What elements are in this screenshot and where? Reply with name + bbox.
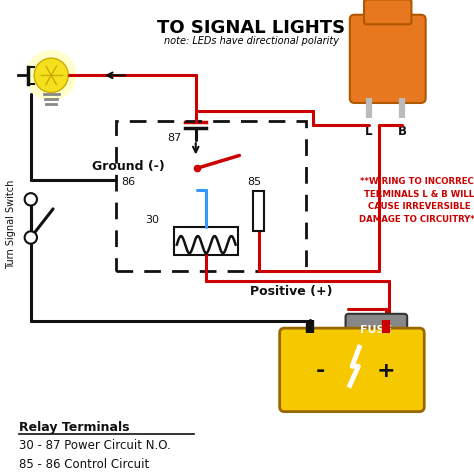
Text: Positive (+): Positive (+) <box>250 285 333 298</box>
FancyBboxPatch shape <box>364 0 411 25</box>
Circle shape <box>27 51 76 101</box>
Text: 86: 86 <box>121 177 135 187</box>
Text: B: B <box>398 125 406 138</box>
Text: Ground (-): Ground (-) <box>92 159 165 172</box>
Text: 30 - 87 Power Circuit N.O.: 30 - 87 Power Circuit N.O. <box>19 438 171 451</box>
Text: FUSE: FUSE <box>360 325 392 334</box>
FancyBboxPatch shape <box>346 314 407 345</box>
Text: +: + <box>377 360 396 380</box>
Text: L: L <box>365 125 373 138</box>
Text: **WIRING TO INCORRECT
TERMINALS L & B WILL
CAUSE IRREVERSIBLE
DAMAGE TO CIRCUITR: **WIRING TO INCORRECT TERMINALS L & B WI… <box>359 177 474 223</box>
Circle shape <box>34 59 68 93</box>
Text: -: - <box>315 360 325 380</box>
Text: 30: 30 <box>145 215 159 225</box>
Circle shape <box>25 232 37 244</box>
Bar <box>174 228 238 256</box>
FancyBboxPatch shape <box>350 16 426 104</box>
Text: TO SIGNAL LIGHTS: TO SIGNAL LIGHTS <box>157 19 345 37</box>
Text: Relay Terminals: Relay Terminals <box>19 420 129 433</box>
Text: 87: 87 <box>167 133 182 143</box>
Text: 85 - 86 Control Circuit: 85 - 86 Control Circuit <box>19 457 149 470</box>
FancyBboxPatch shape <box>280 328 424 412</box>
Circle shape <box>25 194 37 206</box>
Text: Turn Signal Switch: Turn Signal Switch <box>6 179 16 268</box>
Bar <box>116 121 306 271</box>
Bar <box>253 192 264 232</box>
Text: note: LEDs have directional polarity: note: LEDs have directional polarity <box>164 36 339 46</box>
Text: 85: 85 <box>247 177 262 187</box>
